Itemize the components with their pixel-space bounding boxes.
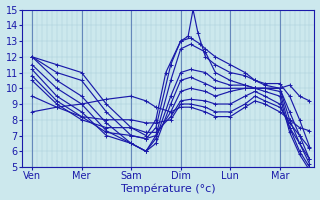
X-axis label: Température (°c): Température (°c) bbox=[121, 184, 216, 194]
